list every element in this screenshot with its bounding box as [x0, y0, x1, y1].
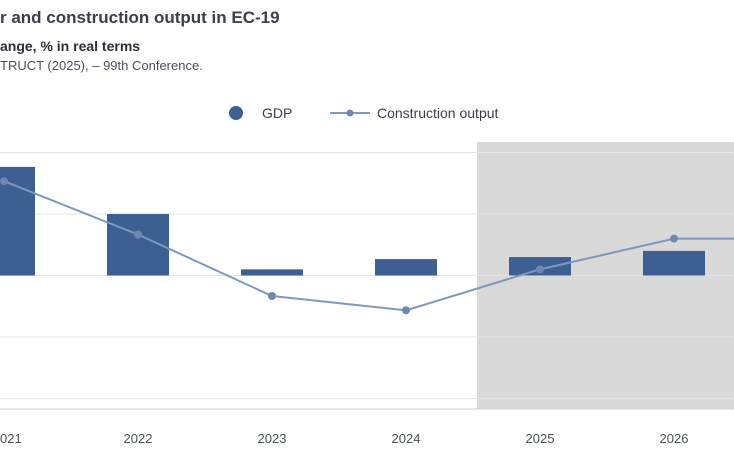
x-tick-label: 2023 — [258, 431, 287, 446]
gdp-bar — [0, 166, 35, 276]
construction-output-point — [402, 306, 410, 315]
gdp-bars — [0, 166, 705, 276]
gdp-bar — [643, 250, 705, 276]
construction-output-point — [134, 230, 142, 239]
x-tick-label: 2022 — [124, 431, 153, 446]
construction-output-point — [268, 292, 276, 300]
construction-output-point — [0, 177, 8, 186]
x-tick-label: 2024 — [392, 431, 421, 446]
gdp-bar — [375, 259, 437, 276]
legend-construction-label: Construction output — [377, 105, 499, 121]
x-tick-label: 2025 — [526, 431, 555, 446]
legend-gdp-marker — [229, 106, 243, 120]
construction-output-line — [0, 177, 734, 315]
legend-gdp-label: GDP — [262, 105, 292, 121]
chart-source: TRUCT (2025), – 99th Conference. — [0, 58, 203, 73]
construction-output-point — [670, 234, 678, 243]
x-tick-label: 021 — [0, 431, 22, 446]
legend: GDP Construction output — [229, 105, 499, 121]
gdp-bar — [241, 269, 303, 276]
chart-subtitle: ange, % in real terms — [0, 38, 141, 54]
chart-title: r and construction output in EC-19 — [0, 8, 280, 27]
x-tick-label: 2026 — [660, 431, 689, 446]
legend-construction-marker — [346, 109, 354, 117]
construction-output-point — [536, 265, 544, 274]
x-axis: 021 2022 2023 2024 2025 2026 — [0, 431, 688, 446]
